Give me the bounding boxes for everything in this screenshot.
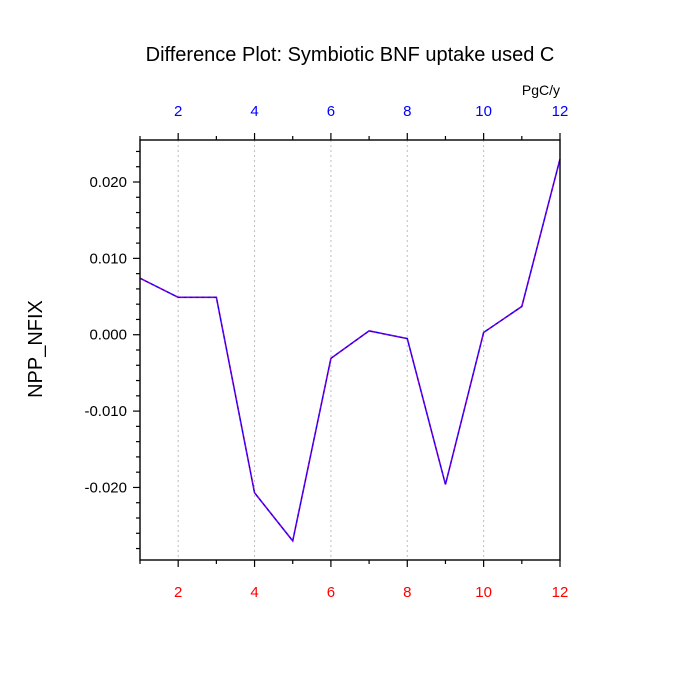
series-layer (139, 158, 561, 543)
major-ticks (133, 133, 561, 567)
x-tick-label-top: 8 (403, 103, 411, 120)
series-line-dash (139, 158, 561, 543)
x-tick-labels-bottom: 2 4 6 8 10 12 (174, 584, 568, 601)
x-tick-label-top: 12 (552, 103, 569, 120)
series-line (139, 158, 561, 543)
y-axis-label: NPP_NFIX (25, 300, 47, 398)
y-tick-label: 0.000 (89, 327, 127, 344)
y-tick-labels: 0.020 0.010 0.000 -0.010 -0.020 (84, 174, 127, 496)
y-tick-label: 0.020 (89, 174, 127, 191)
x-tick-label-top: 2 (174, 103, 182, 120)
minor-ticks (136, 136, 523, 564)
x-tick-label-top: 10 (475, 103, 492, 120)
x-tick-label-bottom: 8 (403, 584, 411, 601)
y-tick-label: 0.010 (89, 250, 127, 267)
units-label: PgC/y (522, 82, 560, 98)
y-tick-label: -0.010 (84, 403, 127, 420)
x-tick-label-bottom: 10 (475, 584, 492, 601)
x-tick-label-top: 6 (327, 103, 335, 120)
x-tick-label-top: 4 (250, 103, 258, 120)
plot-frame (139, 139, 561, 561)
y-tick-label: -0.020 (84, 479, 127, 496)
x-tick-label-bottom: 2 (174, 584, 182, 601)
x-tick-label-bottom: 12 (552, 584, 569, 601)
gridlines (177, 140, 561, 560)
chart-title: Difference Plot: Symbiotic BNF uptake us… (146, 44, 555, 66)
x-tick-label-bottom: 4 (250, 584, 258, 601)
x-tick-label-bottom: 6 (327, 584, 335, 601)
x-tick-labels-top: 2 4 6 8 10 12 (174, 103, 568, 120)
